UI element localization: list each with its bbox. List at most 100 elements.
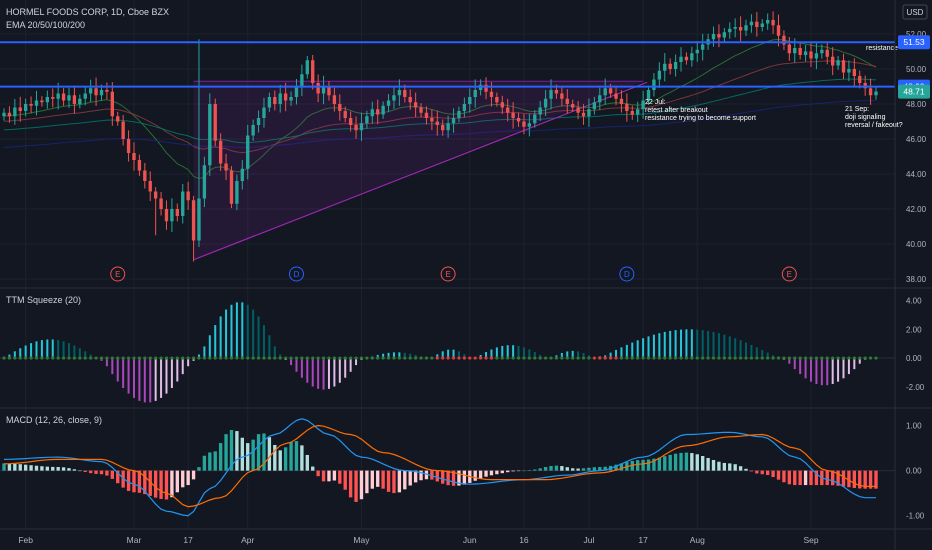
- ttm-tick-label: 0.00: [906, 354, 922, 363]
- time-tick-label: 17: [183, 535, 193, 545]
- currency-badge[interactable]: [902, 4, 928, 20]
- squeeze-dot: [354, 356, 358, 360]
- squeeze-dot: [175, 356, 179, 360]
- macd-histogram-bar: [311, 466, 315, 471]
- candle-body: [392, 95, 396, 101]
- macd-histogram-bar: [738, 466, 743, 471]
- macd-histogram-bar: [251, 439, 255, 471]
- macd-histogram-bar: [441, 470, 445, 484]
- macd-histogram-bar: [619, 463, 624, 471]
- squeeze-dot: [462, 356, 466, 360]
- squeeze-dot: [240, 356, 244, 360]
- ema-legend[interactable]: EMA 20/50/100/200: [6, 20, 85, 30]
- candle-body: [72, 95, 77, 104]
- squeeze-dot: [435, 356, 439, 360]
- macd-histogram-bar: [45, 466, 50, 471]
- macd-histogram-bar: [408, 470, 412, 486]
- macd-histogram-bar: [489, 470, 494, 476]
- candle-body: [841, 60, 846, 73]
- ttm-legend[interactable]: TTM Squeeze (20): [6, 295, 81, 305]
- grid-lines: [0, 0, 895, 529]
- candle-body: [511, 112, 515, 118]
- squeeze-dot: [397, 356, 401, 360]
- candle-body: [13, 107, 17, 117]
- ttm-bar: [89, 354, 92, 359]
- squeeze-dot: [733, 356, 737, 360]
- squeeze-dot: [110, 356, 114, 360]
- squeeze-dot: [294, 356, 299, 360]
- macd-histogram-bar: [641, 459, 645, 471]
- ttm-bar: [344, 358, 347, 378]
- macd-histogram-bar: [300, 445, 304, 471]
- macd-histogram-bar: [484, 470, 488, 477]
- ttm-tick-label: 2.00: [906, 325, 922, 334]
- macd-histogram-bar: [809, 470, 813, 486]
- price-badge-label: 48.71: [903, 87, 925, 97]
- squeeze-dot: [847, 356, 851, 360]
- candle-body: [814, 53, 819, 59]
- ttm-bar: [701, 330, 704, 359]
- squeeze-dot: [78, 356, 82, 360]
- candle-body: [625, 104, 629, 111]
- ttm-bar: [165, 358, 168, 394]
- squeeze-dot: [191, 356, 196, 360]
- horizontal-levels[interactable]: [0, 41, 895, 88]
- macd-histogram-bar: [473, 470, 477, 481]
- macd-histogram-bar: [316, 470, 320, 477]
- candle-body: [717, 34, 721, 38]
- candle-body: [408, 97, 412, 103]
- candle-body: [78, 98, 82, 104]
- squeeze-dot: [278, 356, 282, 360]
- candle-body: [863, 83, 867, 89]
- candle-body: [148, 181, 152, 192]
- ttm-bar: [858, 358, 861, 364]
- squeeze-dot: [619, 356, 624, 360]
- squeeze-dot: [657, 356, 661, 360]
- ttm-bar: [230, 304, 233, 359]
- ttm-bar: [40, 340, 43, 359]
- ttm-bar: [290, 358, 293, 366]
- squeeze-dot: [663, 356, 667, 360]
- price-tick-label: 40.00: [906, 240, 927, 249]
- ttm-bar: [317, 358, 320, 389]
- macd-legend[interactable]: MACD (12, 26, close, 9): [6, 415, 102, 425]
- macd-histogram-bar: [814, 470, 819, 486]
- candle-body: [673, 62, 678, 69]
- candle-body: [695, 49, 699, 54]
- macd-histogram-bar: [598, 467, 602, 471]
- candle-body: [462, 104, 467, 111]
- macd-histogram-bar: [348, 470, 353, 498]
- squeeze-dot: [67, 356, 71, 360]
- candlestick-series: [2, 11, 878, 262]
- symbol-title[interactable]: HORMEL FOODS CORP, 1D, Cboe BZX: [6, 7, 169, 17]
- squeeze-dot: [527, 356, 531, 360]
- squeeze-dot: [852, 356, 856, 360]
- dividend-marker-label: D: [294, 270, 300, 279]
- macd-histogram-bar: [500, 470, 504, 474]
- candle-body: [830, 56, 835, 66]
- candle-body: [803, 51, 808, 55]
- candle-body: [793, 48, 797, 54]
- macd-histogram-bar: [603, 466, 607, 471]
- candle-body: [684, 56, 689, 61]
- macd-histogram-bar: [365, 470, 369, 494]
- candle-body: [787, 44, 792, 54]
- annotation-line: 21 Sep:: [845, 106, 869, 113]
- candle-body: [110, 91, 115, 117]
- squeeze-dot: [674, 356, 678, 360]
- candle-body: [137, 160, 142, 171]
- time-tick-label: Jun: [463, 535, 477, 545]
- macd-histogram-bar: [289, 441, 293, 471]
- macd-histogram-bar: [787, 470, 792, 485]
- candle-body: [23, 104, 28, 111]
- ttm-bar: [149, 358, 152, 403]
- candle-body: [543, 98, 548, 108]
- ttm-bar: [154, 358, 157, 401]
- macd-histogram-bar: [830, 470, 835, 486]
- macd-histogram-bar: [825, 470, 829, 486]
- squeeze-dot: [121, 356, 125, 360]
- macd-histogram-bar: [522, 470, 526, 472]
- candle-body: [701, 44, 705, 50]
